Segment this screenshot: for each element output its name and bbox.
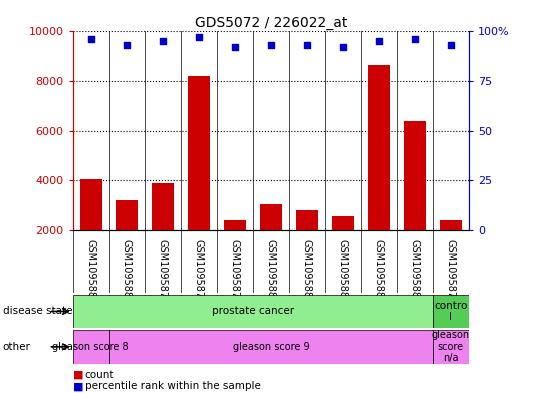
Point xyxy=(375,38,383,44)
Point xyxy=(411,36,419,42)
Bar xyxy=(224,220,246,279)
Bar xyxy=(433,330,469,364)
Text: GSM1095885: GSM1095885 xyxy=(410,239,420,305)
Text: disease state: disease state xyxy=(3,307,72,316)
Text: GSM1095882: GSM1095882 xyxy=(338,239,348,305)
Text: GSM1095886: GSM1095886 xyxy=(122,239,132,305)
Bar xyxy=(368,65,390,279)
Text: GSM1095879: GSM1095879 xyxy=(230,239,240,305)
Bar xyxy=(332,216,354,279)
Point xyxy=(86,36,95,42)
Bar xyxy=(440,220,462,279)
Text: GSM1095878: GSM1095878 xyxy=(194,239,204,305)
Title: GDS5072 / 226022_at: GDS5072 / 226022_at xyxy=(195,17,347,30)
Bar xyxy=(433,295,469,328)
Point xyxy=(302,42,311,48)
Text: ■: ■ xyxy=(73,369,83,380)
Point xyxy=(158,38,167,44)
Bar xyxy=(260,204,282,279)
Bar xyxy=(80,179,101,279)
Text: other: other xyxy=(3,342,31,352)
Bar xyxy=(152,183,174,279)
Text: prostate cancer: prostate cancer xyxy=(212,307,294,316)
Bar xyxy=(116,200,137,279)
Point xyxy=(267,42,275,48)
Point xyxy=(122,42,131,48)
Text: gleason score 9: gleason score 9 xyxy=(232,342,309,352)
Point xyxy=(447,42,455,48)
Text: gleason
score
n/a: gleason score n/a xyxy=(432,330,470,364)
Text: GSM1095880: GSM1095880 xyxy=(266,239,276,305)
Text: ■: ■ xyxy=(73,381,83,391)
Text: gleason score 8: gleason score 8 xyxy=(52,342,129,352)
Text: percentile rank within the sample: percentile rank within the sample xyxy=(85,381,260,391)
Bar xyxy=(404,121,426,279)
Point xyxy=(195,34,203,40)
Bar xyxy=(188,76,210,279)
Point xyxy=(231,44,239,50)
Text: GSM1095881: GSM1095881 xyxy=(302,239,312,305)
Text: GSM1095883: GSM1095883 xyxy=(86,239,96,305)
Text: count: count xyxy=(85,369,114,380)
Bar xyxy=(109,330,433,364)
Bar xyxy=(73,330,109,364)
Bar xyxy=(296,210,317,279)
Point xyxy=(338,44,347,50)
Text: GSM1095877: GSM1095877 xyxy=(158,239,168,305)
Text: GSM1095876: GSM1095876 xyxy=(446,239,456,305)
Text: GSM1095884: GSM1095884 xyxy=(374,239,384,305)
Text: contro
l: contro l xyxy=(434,301,468,322)
